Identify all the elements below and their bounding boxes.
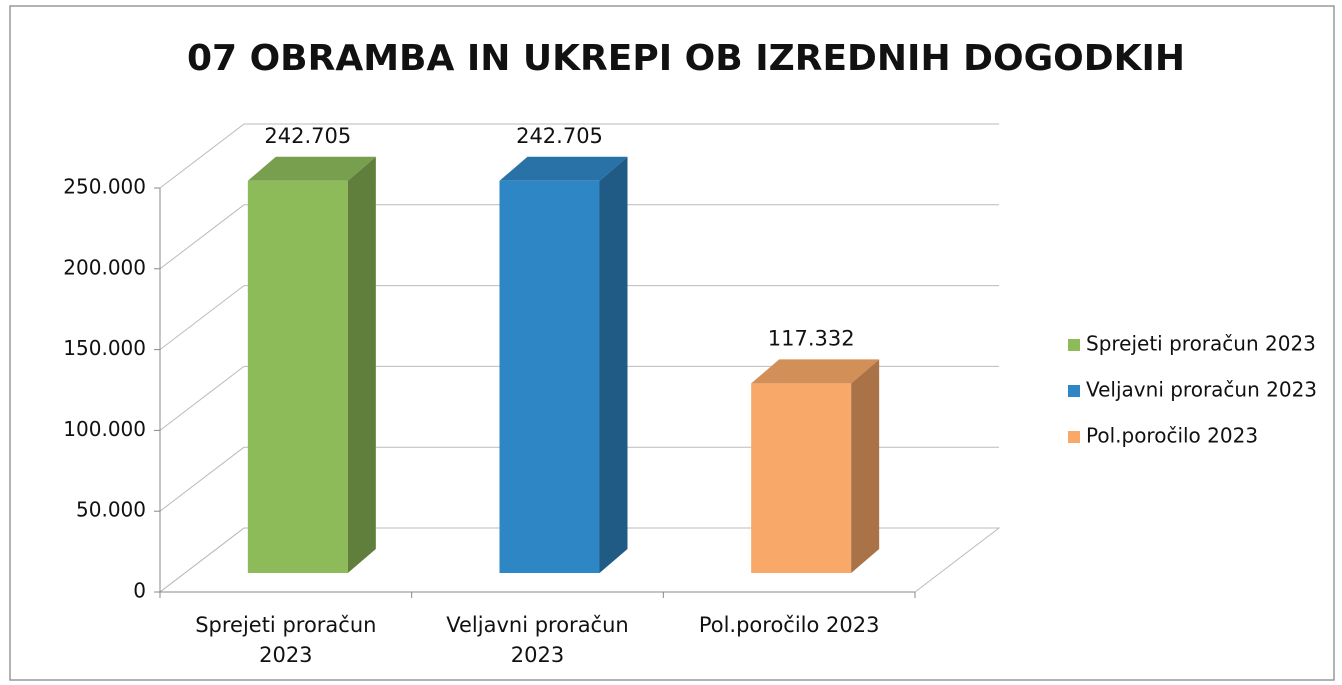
grid-line [159, 366, 245, 431]
value-label: 242.705 [516, 124, 603, 148]
legend-label: Veljavni proračun 2023 [1086, 378, 1317, 402]
y-tick-label: 200.000 [63, 255, 146, 279]
y-tick-label: 0 [133, 579, 146, 603]
bar-front [751, 383, 852, 573]
legend-swatch [1068, 385, 1080, 397]
chart-title: 07 OBRAMBA IN UKREPI OB IZREDNIH DOGODKI… [187, 38, 1185, 79]
y-tick-label: 150.000 [63, 336, 146, 360]
bar-top [751, 359, 880, 384]
grid-line [159, 285, 245, 350]
grid-line [159, 527, 245, 593]
value-label: 242.705 [264, 124, 351, 148]
bar-side [347, 156, 376, 573]
legend-swatch [1068, 431, 1080, 443]
bar-top [499, 156, 628, 181]
y-tick-label: 250.000 [63, 175, 146, 199]
grid-line [159, 446, 245, 512]
legend-swatch [1068, 339, 1080, 351]
legend-label: Pol.poročilo 2023 [1086, 424, 1258, 448]
grid-line [159, 123, 245, 189]
bar-front [499, 180, 600, 573]
bar-side [851, 359, 880, 573]
bar-front [247, 180, 348, 573]
x-tick-label: Sprejeti proračun 2023 [195, 613, 377, 667]
value-label: 117.332 [768, 326, 855, 350]
bar-top [247, 156, 376, 181]
bar-side [599, 156, 628, 573]
chart-frame [9, 5, 1335, 681]
legend-label: Sprejeti proračun 2023 [1086, 332, 1316, 356]
grid-line [159, 204, 245, 270]
x-tick-label: Pol.poročilo 2023 [698, 613, 880, 637]
x-tick-label: Veljavni proračun 2023 [446, 613, 629, 667]
y-tick-label: 100.000 [63, 417, 146, 441]
y-tick-label: 50.000 [76, 498, 146, 522]
